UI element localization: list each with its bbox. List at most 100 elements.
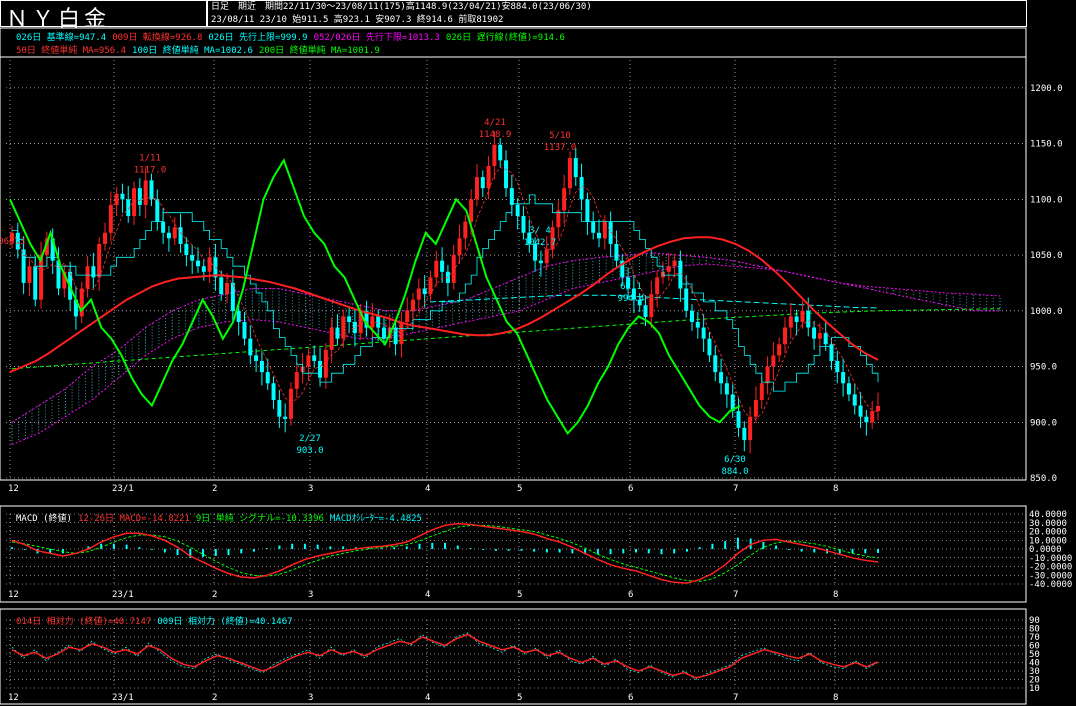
candle-body <box>777 344 782 356</box>
annotation-label: 1137.0 <box>544 143 577 153</box>
x-tick-label: 23/1 <box>112 484 134 494</box>
candle-body <box>236 310 241 322</box>
legend-item-rsi-0: 014日 相対力 (終値)=40.7147 <box>16 617 152 627</box>
candle-body <box>294 372 299 389</box>
candle-body <box>114 193 119 205</box>
candle-body <box>457 238 462 256</box>
candle-body <box>201 266 206 272</box>
macd-x-tick-label: 5 <box>517 590 522 600</box>
kumo-upper-line <box>11 252 1001 423</box>
y-tick-label: 950.0 <box>1030 363 1057 373</box>
candle-body <box>823 333 828 345</box>
candle-body <box>876 405 880 412</box>
candle-body <box>248 338 253 356</box>
candle-body <box>858 405 863 417</box>
candle-body <box>10 232 14 242</box>
rsi-y-tick-label: 40 <box>1029 659 1040 669</box>
candle-body <box>469 199 474 222</box>
candle-body <box>783 327 788 345</box>
legend-macd: MACD (終値) 12-26日 MACD=-14.8221 9日 単純 シグナル=… <box>16 511 428 524</box>
candle-body <box>137 188 142 205</box>
annotation-label: 6/30 <box>724 455 746 465</box>
candle-body <box>405 310 410 322</box>
y-tick-label: 900.0 <box>1030 418 1057 428</box>
candle-body <box>474 177 479 200</box>
macd-x-tick-label: 6 <box>628 590 633 600</box>
rsi-x-tick-label: 5 <box>517 693 522 703</box>
rsi-y-tick-label: 70 <box>1029 633 1040 643</box>
annotation-label: 1042.7 <box>524 238 557 248</box>
rsi-x-tick-label: 2 <box>212 693 217 703</box>
candle-body <box>225 282 230 295</box>
candle-body <box>318 360 323 378</box>
rsi-y-tick-label: 20 <box>1029 676 1040 686</box>
candle-body <box>108 204 113 233</box>
candle-body <box>788 316 793 328</box>
candle-body <box>841 372 846 384</box>
candle-body <box>126 199 131 217</box>
candle-body <box>806 310 811 328</box>
candle-body <box>765 366 770 384</box>
candle-body <box>812 327 817 339</box>
candle-body <box>486 165 491 189</box>
candle-body <box>143 180 148 205</box>
candle-body <box>219 277 224 295</box>
candle-body <box>707 338 712 356</box>
rsi-x-tick-label: 3 <box>308 693 313 703</box>
candle-body <box>422 288 427 295</box>
candle-body <box>579 177 584 200</box>
candle-body <box>626 277 631 289</box>
candle-body <box>195 260 200 267</box>
candle-body <box>736 411 741 428</box>
candle-body <box>277 399 282 417</box>
candle-body <box>695 321 700 328</box>
candle-body <box>120 193 125 200</box>
candle-body <box>713 355 718 373</box>
legend-rsi: 014日 相対力 (終値)=40.7147 009日 相対力 (終値)=40.14… <box>16 614 299 627</box>
candle-body <box>631 288 636 300</box>
candle-body <box>312 355 317 361</box>
candle-body <box>666 266 671 272</box>
candle-body <box>759 383 764 400</box>
candle-body <box>288 388 293 419</box>
macd-y-tick-label: -10.0000 <box>1029 554 1072 564</box>
ma100-line <box>429 294 879 309</box>
legend-item-ma-2: 200日 終値単純 MA=1001.9 <box>258 46 380 56</box>
legend-item-ma-0: 50日 終値単純 MA=956.4 <box>16 46 127 56</box>
legend-item-ichimoku-2: 026日 先行上限=999.9 <box>208 33 308 43</box>
candle-body <box>341 316 346 339</box>
candle-body <box>166 232 171 239</box>
y-tick-label: 1200.0 <box>1030 84 1063 94</box>
candle-body <box>597 232 602 239</box>
y-tick-label: 1000.0 <box>1030 307 1063 317</box>
candle-body <box>509 188 514 205</box>
candle-body <box>376 316 381 328</box>
candle-body <box>864 416 869 423</box>
x-tick-label: 6 <box>628 484 633 494</box>
y-tick-label: 1050.0 <box>1030 251 1063 261</box>
macd-x-tick-label: 3 <box>308 590 313 600</box>
candle-body <box>544 249 549 264</box>
macd-y-tick-label: 20.0000 <box>1029 528 1067 538</box>
macd-line <box>11 522 879 584</box>
candle-body <box>533 243 538 261</box>
candle-body <box>620 260 625 278</box>
candle-body <box>829 344 834 361</box>
candle-body <box>573 158 578 178</box>
candle-body <box>753 399 758 417</box>
rsi-y-tick-label: 30 <box>1029 667 1040 677</box>
candle-body <box>242 321 247 339</box>
candle-body <box>690 310 695 322</box>
rsi-x-tick-label: 4 <box>425 693 430 703</box>
x-tick-label: 5 <box>517 484 522 494</box>
candle-body <box>33 266 38 300</box>
candle-body <box>265 372 270 384</box>
candle-body <box>701 327 706 339</box>
candle-body <box>358 310 363 334</box>
x-tick-label: 2 <box>212 484 217 494</box>
legend-item-ichimoku-0: 026日 基準線=947.4 <box>16 33 107 43</box>
candle-body <box>79 288 84 317</box>
candle-body <box>730 394 735 412</box>
candle-body <box>649 294 654 318</box>
y-tick-label: 850.0 <box>1030 474 1057 484</box>
